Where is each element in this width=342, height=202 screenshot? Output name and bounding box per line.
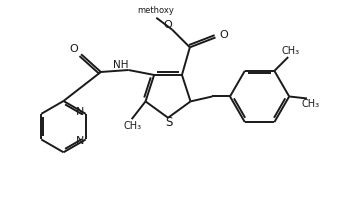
Text: N: N	[76, 136, 84, 146]
Text: O: O	[70, 44, 79, 54]
Text: CH₃: CH₃	[281, 46, 299, 56]
Text: CH₃: CH₃	[302, 99, 320, 109]
Text: O: O	[219, 31, 228, 40]
Text: S: S	[165, 116, 173, 129]
Text: CH₃: CH₃	[124, 121, 142, 131]
Text: N: N	[76, 107, 84, 117]
Text: O: O	[164, 20, 172, 30]
Text: NH: NH	[113, 60, 128, 70]
Text: methoxy: methoxy	[137, 6, 174, 15]
